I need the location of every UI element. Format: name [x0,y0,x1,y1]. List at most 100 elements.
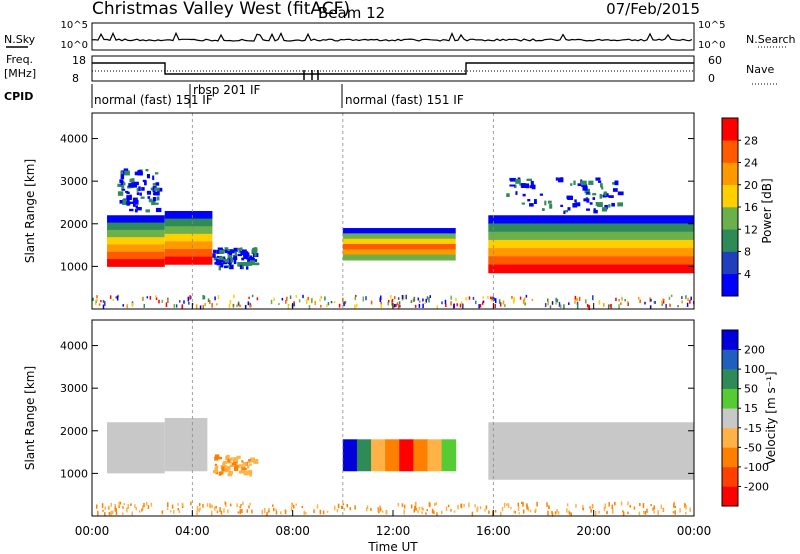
velocity-cell [313,509,315,514]
velocity-cell [243,470,249,476]
velocity-cell [612,510,614,514]
velocity-cell [214,456,219,461]
velocity-cell [104,512,106,517]
power-cell [107,259,165,267]
power-cell [143,303,146,308]
power-cell [227,250,231,255]
nsky-tick-low: 10^0 [61,40,88,51]
power-cell [152,183,156,186]
power-cell [525,294,528,298]
power-cell [584,188,590,194]
power-cell [653,301,656,304]
power-cell [158,299,160,304]
velocity-cell [526,503,528,508]
power-cell [644,301,646,305]
velocity-cell [229,457,233,460]
power-cell [510,178,517,182]
velocity-cell [237,511,240,514]
power-cell [478,304,480,309]
power-cell [365,296,367,301]
velocity-cell [413,439,428,472]
power-cell [598,300,601,305]
velocity-cell [249,463,252,466]
velocity-cell [575,504,577,508]
power-cell [226,249,232,252]
velocity-cell [566,503,569,507]
power-cell [586,303,589,308]
velocity-cell [248,505,250,509]
velocity-cell [108,505,110,510]
power-cell [490,296,492,300]
velocity-cell [123,502,126,506]
velocity-cell [126,507,128,513]
power-cell [164,218,213,227]
velocity-cell [218,457,223,460]
power-ytick-label: 3000 [60,175,88,188]
power-cell [150,187,155,191]
power-cell [555,297,557,303]
velocity-region-3 [212,454,259,477]
velocity-cell [570,512,572,516]
power-cell [228,304,231,308]
velocity-cell [214,463,218,467]
velocity-cell [240,504,242,507]
velocity-cell [510,506,512,510]
power-cell [580,180,587,186]
power-cell [117,183,122,188]
power-cell [124,170,130,176]
power-cell [589,202,593,205]
velocity-cell [513,510,516,514]
velocity-cell [167,502,169,508]
power-cell [164,226,213,235]
power-cell [233,247,238,252]
velocity-cell [138,510,141,513]
velocity-cell [674,505,677,509]
power-cell [445,303,447,307]
power-cell [242,262,248,267]
power-cell [189,295,191,300]
velocity-cell [248,459,251,462]
nave-tick-high: 60 [708,54,722,67]
power-cell [393,304,396,308]
power-cell [161,299,164,303]
velocity-cell [280,511,282,515]
power-cell [519,296,522,300]
power-cell [238,247,243,251]
velocity-colorbar-tick: 15 [744,402,758,415]
velocity-cell [551,512,554,517]
power-cell [592,193,597,196]
nave-label: Nave [746,63,774,76]
velocity-cell [426,509,428,512]
power-colorbar-swatch [722,273,738,297]
power-cell [122,182,126,186]
power-cell [175,304,178,308]
velocity-colorbar-tick: -50 [744,441,762,454]
power-cell [199,305,202,310]
power-cell [665,304,667,309]
velocity-low-range-speckle [95,501,691,517]
velocity-cell [557,511,560,515]
velocity-cell [646,508,648,513]
velocity-cell [316,504,319,509]
power-cell [617,191,624,196]
power-cell [593,208,596,213]
power-cell [391,299,393,305]
power-cell [146,296,149,299]
power-colorbar-swatch [722,184,738,208]
power-cell [216,249,219,255]
power-cell [129,208,134,212]
power-cell [220,263,224,268]
velocity-cell [131,511,133,516]
power-cell [138,170,143,174]
velocity-cell [119,501,122,505]
power-cell [509,184,516,187]
power-cell [250,260,255,265]
power-cell [151,200,156,206]
velocity-cell [689,507,691,512]
velocity-cell [385,439,400,472]
power-cell [422,298,424,302]
velocity-cell [603,506,606,512]
power-cell [145,209,150,213]
power-cell [248,296,250,299]
velocity-cell [653,510,655,514]
